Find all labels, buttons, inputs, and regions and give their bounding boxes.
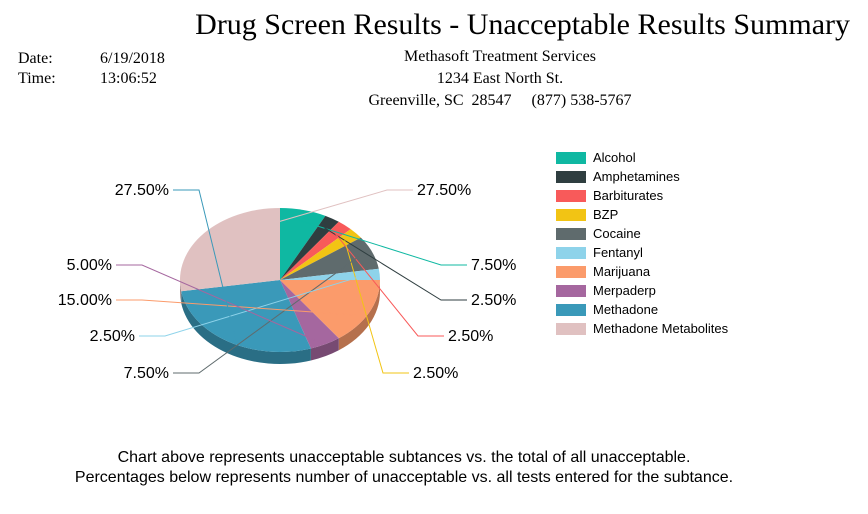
pie-label-cocaine: 7.50%	[124, 365, 169, 382]
pie-side-methadone-metabolites	[180, 280, 182, 304]
pie-leader-bzp	[344, 240, 409, 374]
legend-swatch-marijuana	[556, 265, 586, 278]
legend-item-amphetamines: Amphetamines	[556, 167, 728, 186]
pie-side-merpaderp	[310, 338, 339, 361]
footnote-line-2: Percentages below represents number of u…	[74, 469, 734, 486]
pie-label-bzp: 2.50%	[413, 365, 458, 382]
legend-swatch-methadone	[556, 303, 586, 316]
company-name: Methasoft Treatment Services	[404, 48, 596, 65]
pie-leader-methadone-metabolites	[215, 189, 413, 241]
pie-leader-fentanyl	[139, 274, 365, 337]
legend-label-bzp: BZP	[593, 207, 619, 222]
legend-item-bzp: BZP	[556, 205, 728, 224]
legend-swatch-fentanyl	[556, 246, 586, 259]
legend-label-cocaine: Cocaine	[593, 226, 641, 241]
legend-swatch-amphetamines	[556, 170, 586, 183]
company-city-phone: Greenville, SC 28547 (877) 538-5767	[368, 92, 632, 109]
report-title: Drug Screen Results - Unacceptable Resul…	[195, 8, 850, 41]
legend-swatch-alcohol	[556, 151, 586, 164]
legend-item-merpaderp: Merpaderp	[556, 281, 728, 300]
pie-label-alcohol: 7.50%	[471, 257, 516, 274]
pie-label-fentanyl: 2.50%	[90, 328, 135, 345]
pie-label-amphetamines: 2.50%	[471, 292, 516, 309]
legend-item-cocaine: Cocaine	[556, 224, 728, 243]
pie-label-methadone-metabolites: 27.50%	[417, 182, 471, 199]
legend-label-marijuana: Marijuana	[593, 264, 651, 279]
pie-slice-merpaderp	[280, 280, 339, 349]
pie-slice-bzp	[280, 229, 361, 280]
legend-item-methadone-metabolites: Methadone Metabolites	[556, 319, 728, 338]
pie-side-methadone	[181, 291, 311, 365]
time-value: 13:06:52	[100, 70, 157, 87]
pie-leader-barbiturates	[334, 233, 444, 337]
legend-swatch-merpaderp	[556, 284, 586, 297]
pie-slice-marijuana	[280, 280, 380, 339]
pie-leader-cocaine	[173, 256, 359, 374]
legend-item-barbiturates: Barbiturates	[556, 186, 728, 205]
pie-chart: 7.50% 2.50% 2.50% 2.50% 7.50% 2.50% 15.00% 5.00…	[58, 182, 517, 382]
legend-item-fentanyl: Fentanyl	[556, 243, 728, 262]
pie-side-marijuana	[338, 280, 380, 351]
pie-slice-methadone-metabolites	[180, 208, 280, 292]
pie-slice-methadone	[181, 280, 311, 352]
footnote-line-1: Chart above represents unacceptable subt…	[117, 449, 691, 466]
chart-legend: Alcohol Amphetamines Barbiturates BZP Cocain…	[556, 148, 728, 338]
legend-label-fentanyl: Fentanyl	[593, 245, 643, 260]
pie-leader-merpaderp	[116, 264, 319, 343]
legend-item-marijuana: Marijuana	[556, 262, 728, 281]
pie-slice-barbiturates	[280, 221, 351, 280]
pie-slice-cocaine	[280, 237, 379, 280]
legend-swatch-methadone-metabolites	[556, 322, 586, 335]
pie-leader-marijuana	[116, 299, 356, 316]
legend-label-amphetamines: Amphetamines	[593, 169, 680, 184]
pie-leader-alcohol	[299, 220, 467, 266]
pie-leader-amphetamines	[324, 227, 467, 301]
legend-label-barbiturates: Barbiturates	[593, 188, 664, 203]
legend-swatch-bzp	[556, 208, 586, 221]
legend-item-methadone: Methadone	[556, 300, 728, 319]
legend-item-alcohol: Alcohol	[556, 148, 728, 167]
pie-label-merpaderp: 5.00%	[67, 257, 112, 274]
pie-leader-methadone	[173, 189, 237, 340]
legend-label-methadone-metabolites: Methadone Metabolites	[593, 321, 729, 336]
date-value: 6/19/2018	[100, 50, 165, 67]
pie-label-barbiturates: 2.50%	[448, 328, 493, 345]
legend-label-merpaderp: Merpaderp	[593, 283, 656, 298]
pie-label-marijuana: 15.00%	[58, 292, 112, 309]
legend-label-alcohol: Alcohol	[593, 150, 636, 165]
date-label: Date:	[18, 50, 53, 67]
pie-slice-alcohol	[280, 208, 326, 280]
legend-swatch-cocaine	[556, 227, 586, 240]
pie-label-methadone: 27.50%	[115, 182, 169, 199]
pie-slice-amphetamines	[280, 215, 339, 280]
company-address: 1234 East North St.	[436, 70, 564, 87]
legend-label-methadone: Methadone	[593, 302, 659, 317]
time-label: Time:	[18, 70, 56, 87]
legend-swatch-barbiturates	[556, 189, 586, 202]
